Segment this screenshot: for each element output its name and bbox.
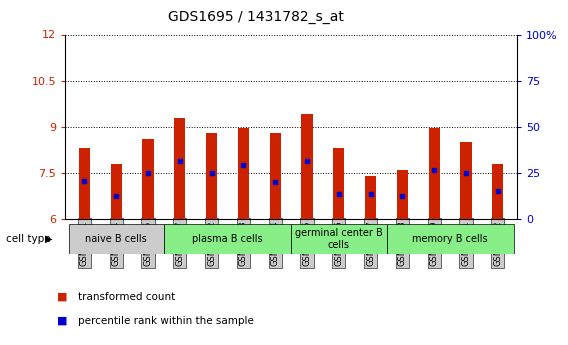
Bar [386, 224, 513, 254]
Bar [461, 142, 471, 219]
Text: naive B cells: naive B cells [85, 234, 147, 244]
Bar [270, 133, 281, 219]
Bar [365, 176, 376, 219]
Bar [429, 128, 440, 219]
Bar [143, 139, 153, 219]
Bar [302, 115, 312, 219]
Text: cell type: cell type [6, 234, 51, 244]
Text: memory B cells: memory B cells [412, 234, 488, 244]
Bar [492, 164, 503, 219]
Bar [291, 224, 386, 254]
Text: ■: ■ [57, 292, 67, 302]
Bar [174, 118, 185, 219]
Bar [69, 224, 164, 254]
Bar [206, 133, 217, 219]
Text: ■: ■ [57, 316, 67, 326]
Text: GDS1695 / 1431782_s_at: GDS1695 / 1431782_s_at [168, 10, 344, 24]
Bar [397, 170, 408, 219]
Text: percentile rank within the sample: percentile rank within the sample [78, 316, 254, 326]
Text: plasma B cells: plasma B cells [192, 234, 263, 244]
Bar [111, 164, 122, 219]
Bar [164, 224, 291, 254]
Text: germinal center B
cells: germinal center B cells [295, 228, 383, 250]
Text: ▶: ▶ [44, 234, 52, 244]
Bar [79, 148, 90, 219]
Bar [238, 128, 249, 219]
Bar [333, 148, 344, 219]
Text: transformed count: transformed count [78, 292, 176, 302]
